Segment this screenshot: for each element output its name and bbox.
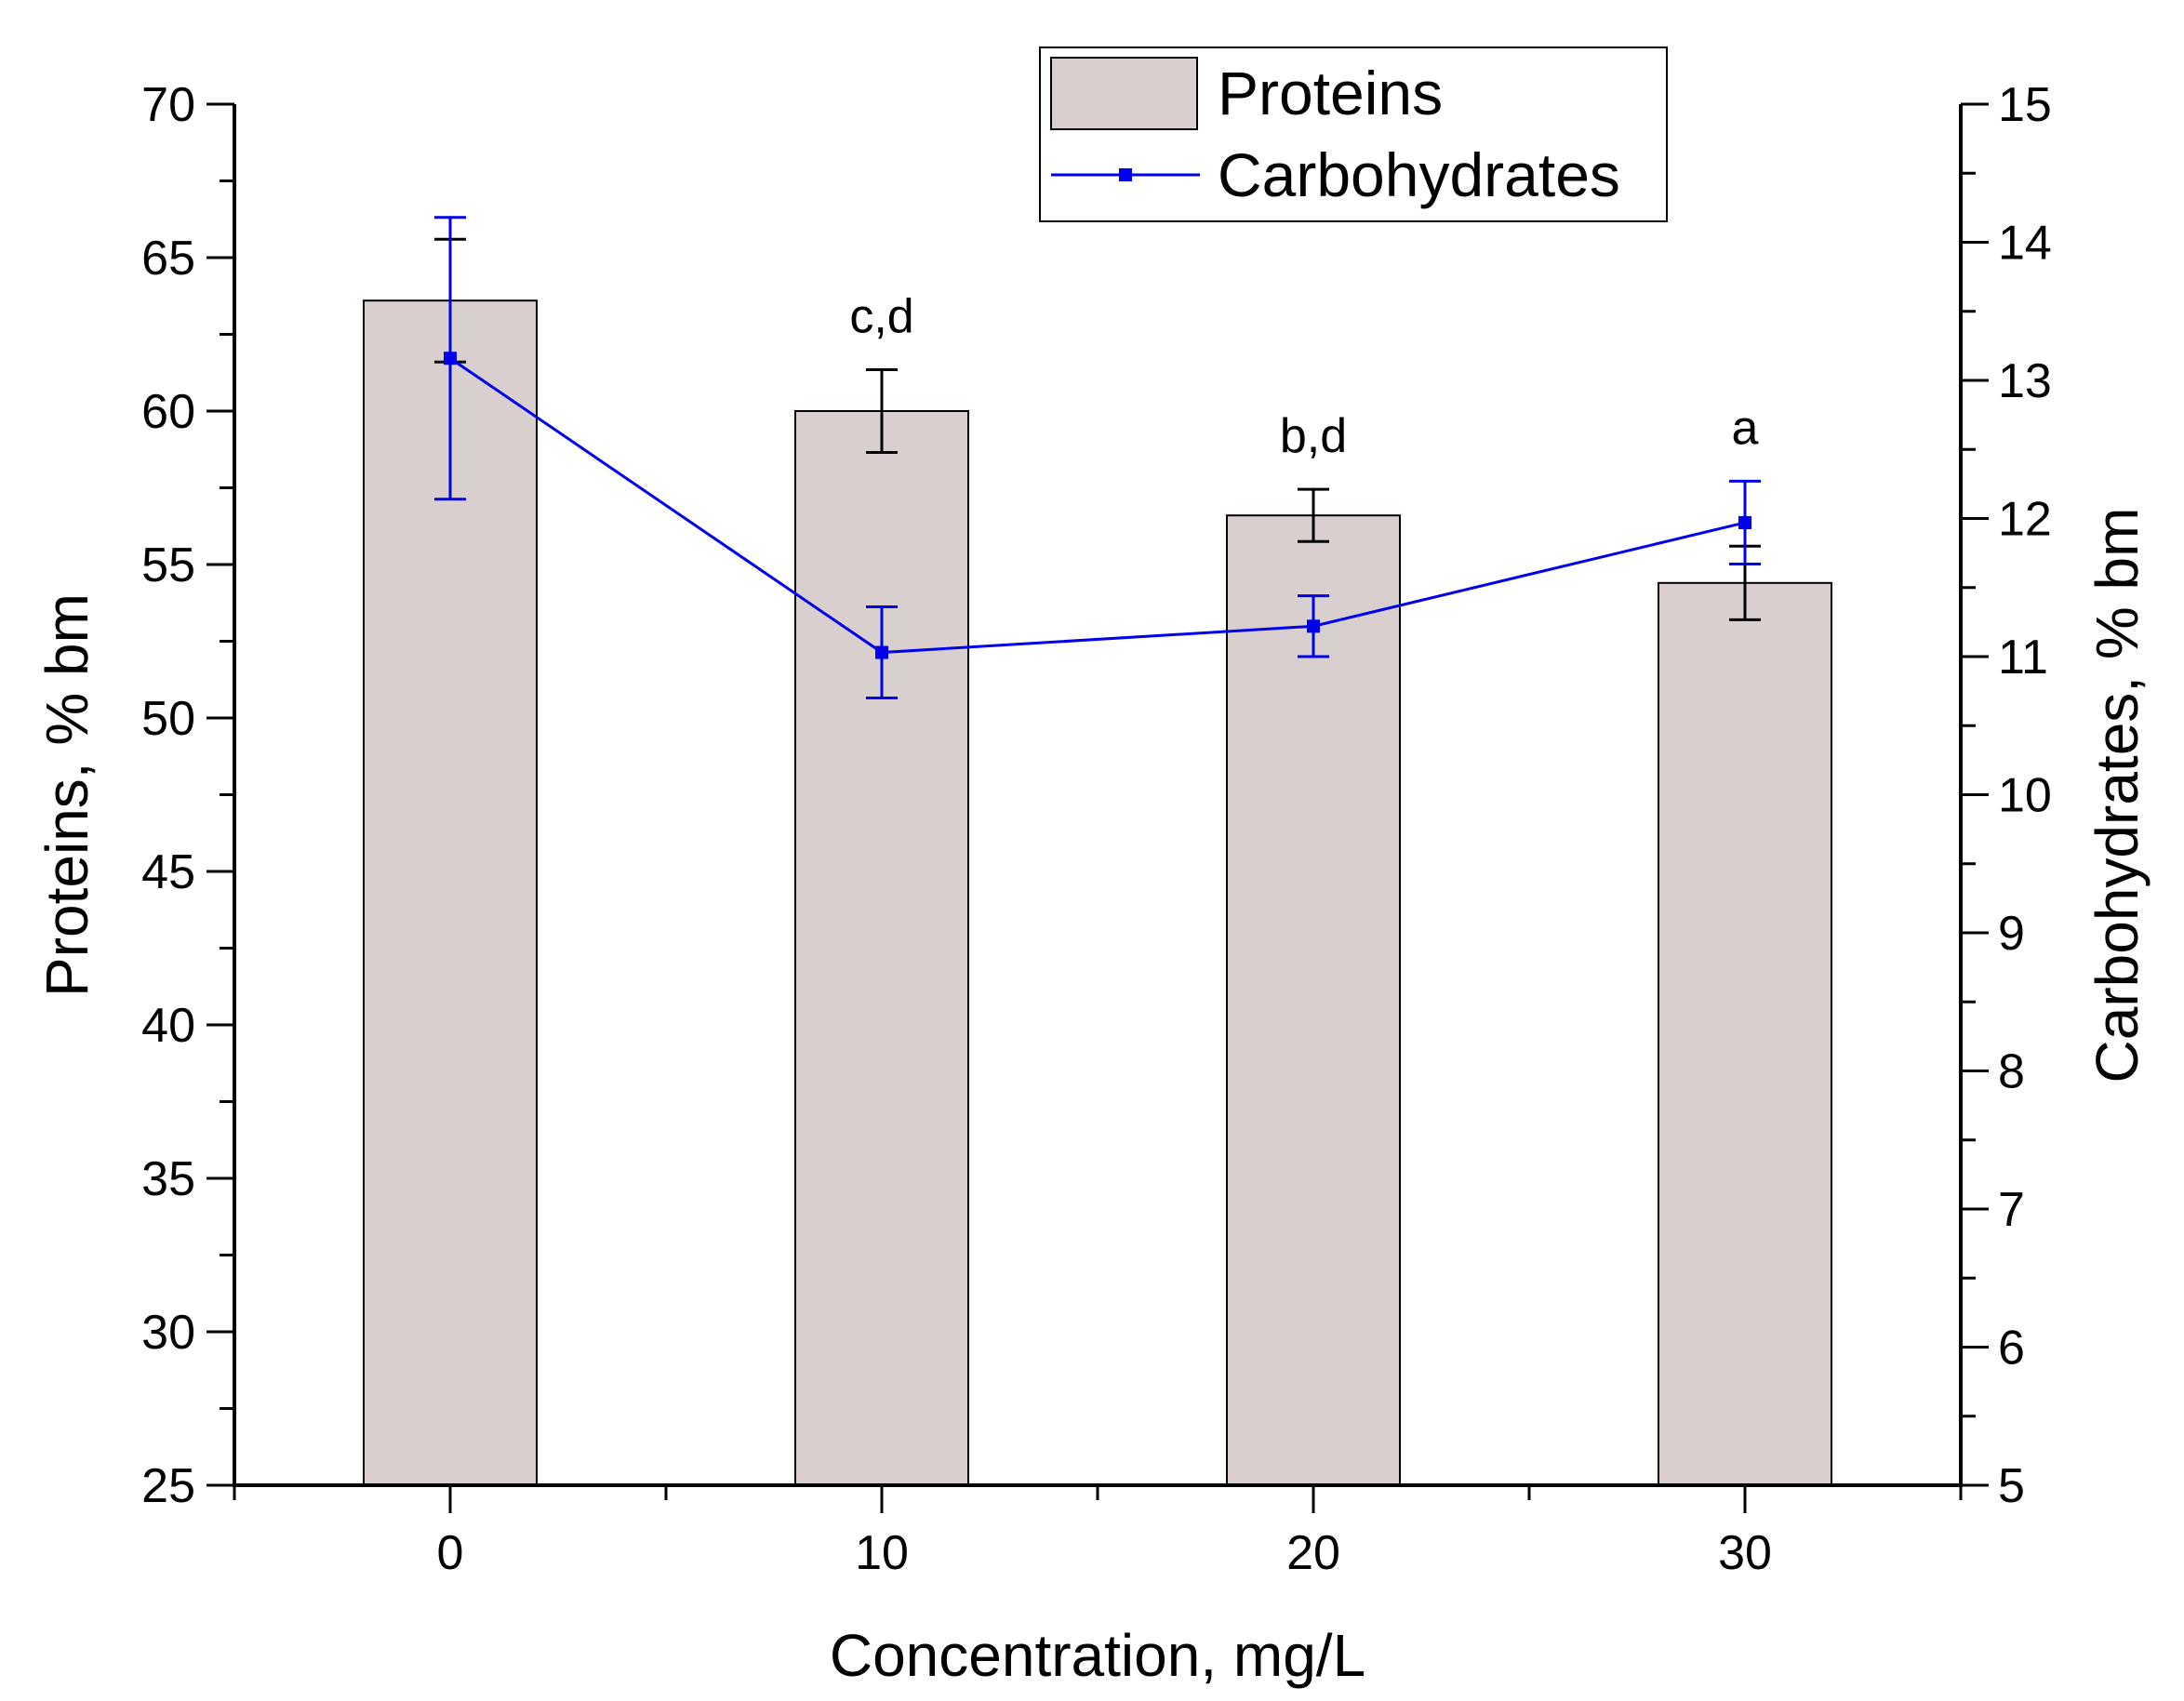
left-tick-label-55: 55	[141, 538, 195, 592]
right-tick-label-9: 9	[1998, 907, 2025, 961]
right-tick-label-13: 13	[1998, 354, 2052, 408]
right-tick-label-7: 7	[1998, 1183, 2025, 1237]
right-tick-label-5: 5	[1998, 1459, 2025, 1513]
right-tick-label-10: 10	[1998, 769, 2052, 823]
right-tick-label-11: 11	[1998, 631, 2048, 684]
legend: Proteins Carbohydrates	[1039, 47, 1668, 222]
x-tick-label-20: 20	[1286, 1526, 1340, 1580]
carbohydrates-point-30	[1738, 515, 1751, 529]
left-axis-title: Proteins, % bm	[33, 593, 100, 997]
left-tick-label-30: 30	[141, 1306, 195, 1360]
left-tick-label-25: 25	[141, 1459, 195, 1513]
right-tick-label-8: 8	[1998, 1045, 2025, 1099]
right-tick-label-15: 15	[1998, 78, 2052, 132]
proteins-bar-20	[1226, 514, 1401, 1487]
left-tick-label-40: 40	[141, 999, 195, 1053]
right-tick-label-12: 12	[1998, 493, 2052, 547]
significance-label-30: a	[1732, 401, 1759, 455]
x-tick-label-10: 10	[855, 1526, 909, 1580]
left-tick-label-70: 70	[141, 78, 195, 132]
x-tick-label-30: 30	[1718, 1526, 1772, 1580]
legend-proteins-label: Proteins	[1218, 59, 1443, 127]
right-tick-label-6: 6	[1998, 1322, 2025, 1375]
x-tick-label-0: 0	[437, 1526, 464, 1580]
right-tick-label-14: 14	[1998, 217, 2052, 271]
left-tick-label-65: 65	[141, 232, 195, 286]
carbohydrates-line	[449, 357, 1746, 655]
left-tick-label-45: 45	[141, 845, 195, 899]
right-axis-title: Carbohydrates, % bm	[2084, 508, 2151, 1083]
legend-carbohydrates-marker	[1119, 168, 1132, 181]
significance-label-10: c,d	[849, 289, 913, 343]
line-layer	[434, 216, 1761, 700]
left-tick-label-60: 60	[141, 385, 195, 439]
legend-carbohydrates-label: Carbohydrates	[1218, 140, 1620, 209]
carbohydrates-point-0	[444, 352, 457, 365]
proteins-bar-30	[1658, 581, 1832, 1486]
ticks-layer: 25 30 35 40 45 50 55 60 65 70 5 6 7 8 9 10 11 12 13 14 15 0 10…	[141, 78, 2052, 1580]
x-axis-title: Concentration, mg/L	[830, 1622, 1365, 1689]
bar-errors-layer	[434, 237, 1761, 621]
bars-layer	[363, 299, 1832, 1487]
significance-label-20: b,d	[1280, 409, 1347, 463]
carbohydrates-point-10	[875, 645, 888, 659]
legend-proteins-swatch	[1050, 57, 1198, 130]
annot-layer: c,d b,d a	[849, 289, 1758, 463]
left-tick-label-50: 50	[141, 692, 195, 746]
legend-box	[1039, 47, 1668, 222]
left-tick-label-35: 35	[141, 1152, 195, 1206]
proteins-bar-10	[794, 410, 969, 1486]
carbohydrates-point-20	[1307, 619, 1320, 633]
